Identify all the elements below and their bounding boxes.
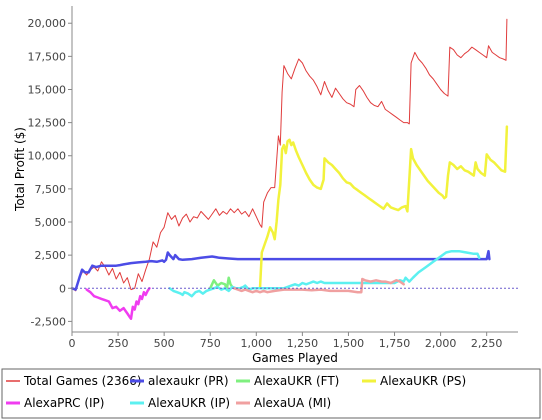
series-layer [70, 18, 509, 320]
legend-label: AlexaUKR (PS) [380, 374, 466, 388]
y-tick-label: 10,000 [28, 150, 67, 163]
series-line [168, 249, 481, 298]
x-tick-label: 1,250 [287, 337, 319, 350]
y-tick-label: 0 [59, 282, 66, 295]
y-tick-label: 2,500 [35, 249, 67, 262]
series-line [258, 125, 509, 290]
x-tick-label: 2,250 [471, 337, 503, 350]
y-tick-label: 7,500 [35, 183, 67, 196]
series-line [208, 276, 236, 291]
ticks-layer: 0 250 500 750 1,000 1,250 1,500 1,750 2,000 2,250… [28, 17, 503, 350]
y-tick-label: 20,000 [28, 17, 67, 30]
x-tick-label: 750 [200, 337, 221, 350]
x-tick-label: 1,500 [333, 337, 365, 350]
x-tick-label: 250 [108, 337, 129, 350]
legend-label: AlexaUA (MI) [254, 396, 331, 410]
legend: Total Games (2366) alexaukr (PR) AlexaUKR … [6, 374, 466, 410]
x-axis-title: Games Played [252, 351, 338, 365]
y-tick-label: -2,500 [31, 315, 66, 328]
x-tick-label: 0 [69, 337, 76, 350]
series-line [70, 249, 491, 291]
series-line [232, 277, 405, 294]
y-axis-title: Total Profit ($) [13, 127, 27, 212]
legend-label: AlexaUKR (FT) [254, 374, 339, 388]
legend-label: AlexaPRC (IP) [24, 396, 104, 410]
x-tick-label: 1,000 [241, 337, 273, 350]
x-tick-label: 1,750 [379, 337, 411, 350]
legend-label: alexaukr (PR) [148, 374, 229, 388]
x-tick-label: 500 [154, 337, 175, 350]
y-tick-label: 15,000 [28, 83, 67, 96]
plot-background [72, 6, 518, 332]
y-tick-label: 12,500 [28, 117, 67, 130]
x-tick-label: 2,000 [425, 337, 457, 350]
y-tick-label: 17,500 [28, 50, 67, 63]
legend-label: Total Games (2366) [23, 374, 142, 388]
legend-box [1, 368, 541, 419]
series-line [85, 287, 151, 320]
legend-label: AlexaUKR (IP) [148, 396, 230, 410]
y-tick-label: 5,000 [35, 216, 67, 229]
